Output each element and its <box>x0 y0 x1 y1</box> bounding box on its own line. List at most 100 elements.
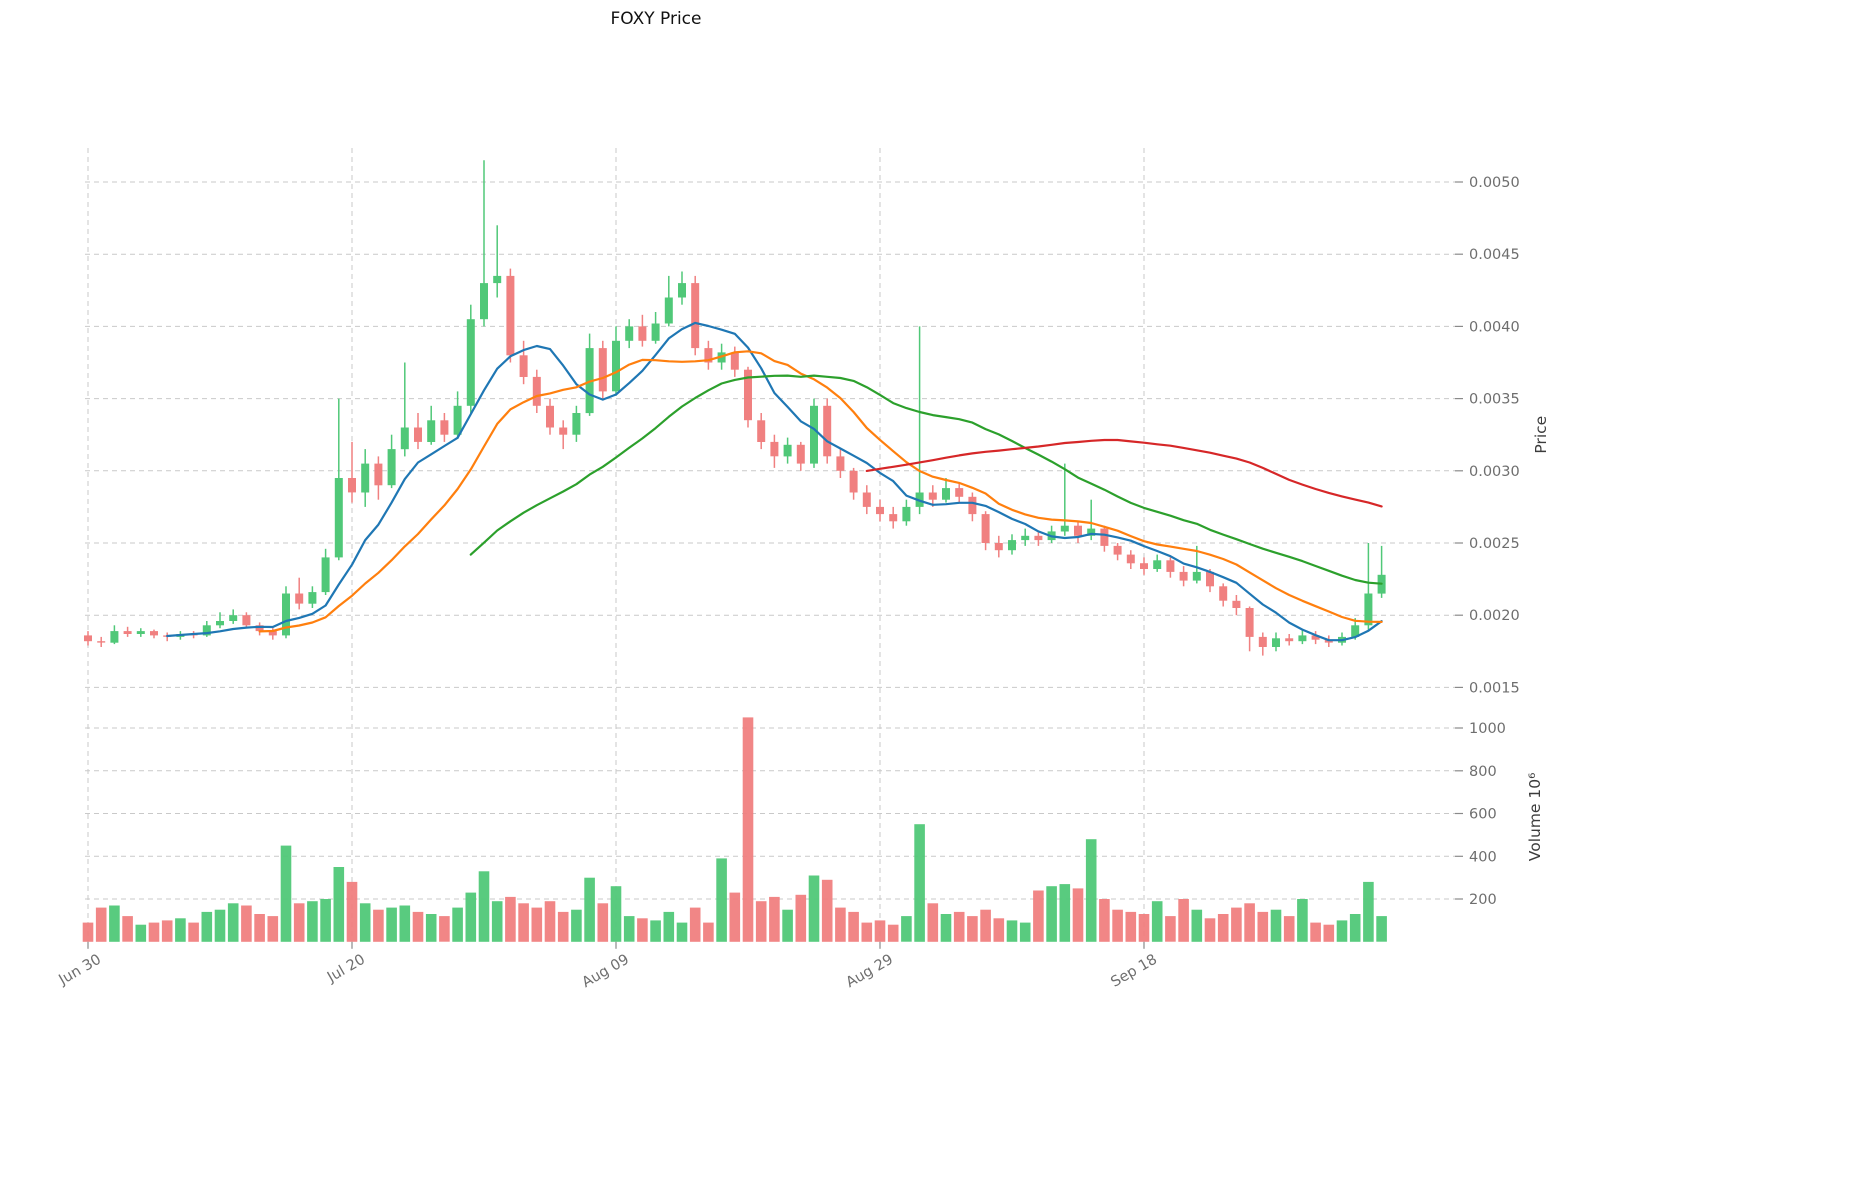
volume-bar-down <box>1099 899 1110 942</box>
candle-up <box>625 326 634 341</box>
candle-up <box>1298 635 1307 642</box>
volume-bar-down <box>887 924 899 942</box>
candle-up <box>1351 625 1360 637</box>
candle-down <box>84 635 92 642</box>
candle-up <box>651 323 660 341</box>
volume-bar-down <box>703 922 714 942</box>
volume-bar-down <box>769 896 780 942</box>
volume-bar-down <box>148 922 160 942</box>
volume-bar-down <box>531 907 543 942</box>
candle-down <box>1311 635 1320 640</box>
candle-up <box>387 449 396 486</box>
volume-bar-up <box>452 907 463 942</box>
volume-bar-up <box>623 916 635 942</box>
date-tick-label: Jul 20 <box>324 952 368 987</box>
price-tick-label: 0.0025 <box>1469 536 1520 552</box>
candle-down <box>836 456 845 471</box>
candle-up <box>810 405 818 464</box>
candle-up <box>282 593 290 636</box>
candle-up <box>783 444 792 457</box>
candle-up <box>229 615 238 621</box>
volume-bar-down <box>1112 909 1123 942</box>
volume-bar-down <box>505 896 516 942</box>
volume-bar-up <box>1151 901 1163 942</box>
candle-up <box>1060 525 1069 532</box>
candle-down <box>242 615 251 626</box>
volume-bar-down <box>557 911 569 942</box>
candle-down <box>1126 554 1135 564</box>
volume-bar-down <box>1138 914 1150 942</box>
volume-bar-down <box>1033 890 1044 942</box>
candle-up <box>1153 560 1162 569</box>
candle-up <box>136 631 145 634</box>
candle-down <box>1113 545 1122 555</box>
candle-up <box>1008 540 1016 551</box>
candle-down <box>1140 563 1148 569</box>
candle-up <box>110 631 119 643</box>
candle-down <box>1232 600 1241 608</box>
volume-bar-up <box>1376 916 1387 942</box>
volume-bar-down <box>439 916 450 942</box>
volume-bar-down <box>1072 888 1084 942</box>
volume-bar-down <box>953 911 965 942</box>
volume-bar-up <box>359 903 371 942</box>
candle-down <box>994 543 1003 551</box>
volume-bar-up <box>1349 914 1361 942</box>
price-tick-label: 0.0040 <box>1469 319 1520 335</box>
candle-up <box>321 557 330 593</box>
volume-bar-up <box>663 911 675 942</box>
volume-bar-up <box>584 877 595 942</box>
candle-down <box>849 470 858 493</box>
volume-bar-down <box>518 903 529 942</box>
candle-down <box>1206 571 1214 587</box>
price-tick-label: 0.0030 <box>1469 464 1520 480</box>
price-axis-label: Price <box>1532 416 1550 454</box>
candle-down <box>770 441 779 457</box>
volume-bar-up <box>1363 881 1374 942</box>
volume-bar-up <box>940 914 952 942</box>
candle-down <box>638 326 647 341</box>
volume-bar-down <box>755 901 767 942</box>
candle-up <box>493 275 502 284</box>
volume-tick-label: 800 <box>1469 764 1497 780</box>
volume-bar-down <box>1204 918 1216 942</box>
volume-bar-up <box>491 901 503 942</box>
volume-bar-down <box>1244 903 1255 942</box>
candle-down <box>876 506 884 515</box>
volume-bar-down <box>729 892 741 942</box>
volume-bar-up <box>676 922 688 942</box>
volume-bar-down <box>597 903 609 942</box>
ma-line-ma14 <box>258 350 1383 633</box>
candle-up <box>453 405 462 435</box>
candle-down <box>123 631 132 634</box>
date-tick-label: Aug 09 <box>580 952 632 992</box>
moving-averages-layer <box>166 321 1383 642</box>
volume-bar-down <box>1165 916 1176 942</box>
candle-up <box>678 283 686 298</box>
candle-down <box>506 275 515 356</box>
price-tick-label: 0.0020 <box>1469 608 1520 624</box>
candle-up <box>308 592 317 604</box>
volume-bar-up <box>333 867 345 942</box>
volume-tick-label: 1000 <box>1469 721 1506 737</box>
axes-layer: 0.0015 0.0020 0.0025 0.0030 0.0035 0.0040 0.00… <box>56 175 1550 991</box>
candle-down <box>97 641 106 643</box>
volume-bar-up <box>425 914 437 942</box>
volume-bar-down <box>980 909 991 942</box>
candle-up <box>400 427 409 450</box>
candle-down <box>1285 638 1294 642</box>
candle-up <box>572 413 581 435</box>
volume-tick-label: 600 <box>1469 807 1497 823</box>
volume-bar-down <box>373 909 384 942</box>
candle-down <box>546 405 554 428</box>
volume-bar-up <box>716 858 727 942</box>
volume-bar-down <box>1283 916 1295 942</box>
candle-up <box>480 283 488 320</box>
grid-layer <box>85 148 1455 942</box>
candle-down <box>348 478 356 493</box>
volume-bar-up <box>386 907 397 942</box>
candle-down <box>981 514 990 543</box>
candle-down <box>796 444 805 464</box>
volume-bar-down <box>1257 911 1269 942</box>
